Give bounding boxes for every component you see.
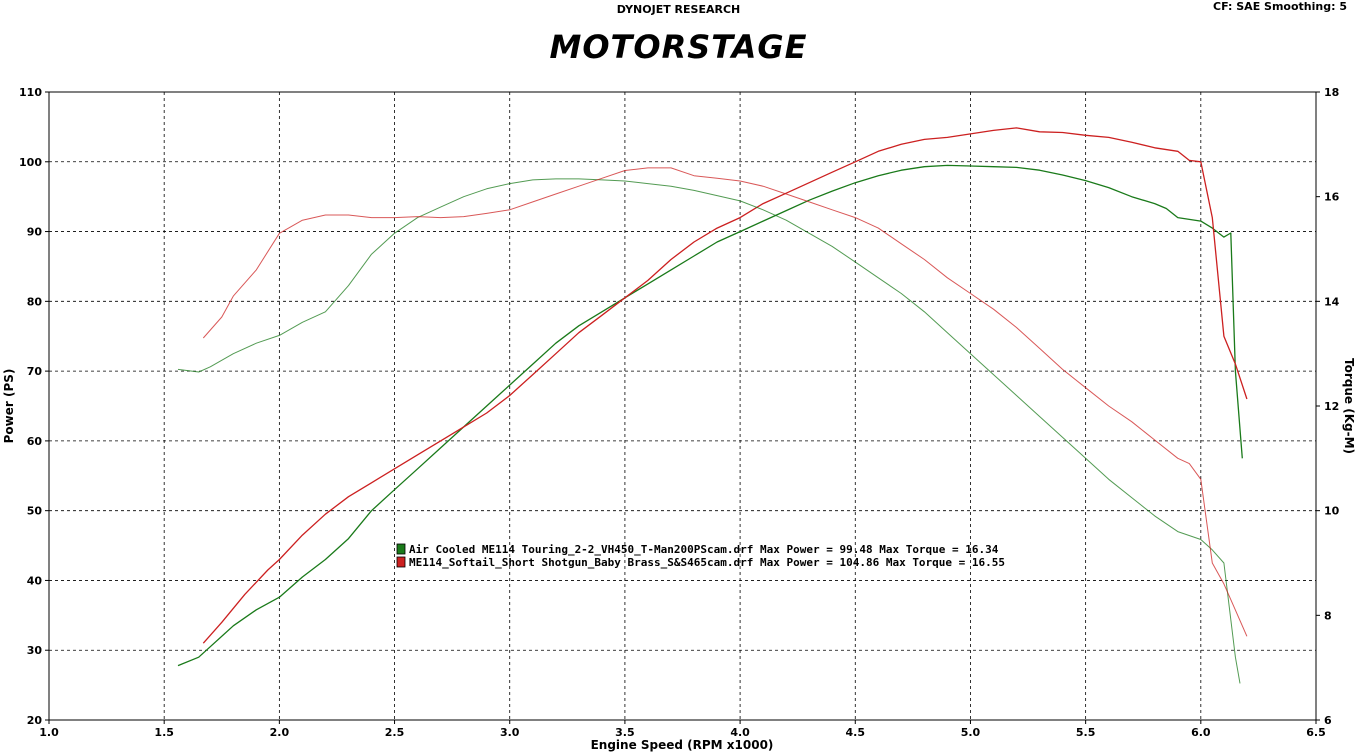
left-tick-label: 20 [27, 714, 43, 727]
left-tick-label: 100 [19, 156, 42, 169]
series-power-line [202, 127, 1248, 644]
grid [49, 92, 1316, 720]
header-source: DYNOJET RESEARCH [616, 3, 741, 16]
x-tick-label: 6.0 [1191, 726, 1211, 739]
x-tick-label: 6.5 [1306, 726, 1326, 739]
series-torque-line [202, 167, 1248, 637]
right-tick-label: 14 [1324, 295, 1340, 308]
x-tick-label: 1.0 [39, 726, 59, 739]
series-lines [177, 127, 1248, 684]
legend: Air Cooled ME114 Touring_2-2_VH450_T-Man… [396, 543, 1005, 569]
x-tick-label: 2.0 [270, 726, 290, 739]
right-tick-label: 6 [1324, 714, 1332, 727]
right-tick-label: 10 [1324, 505, 1340, 518]
plot-area [48, 91, 1317, 721]
legend-label: Air Cooled ME114 Touring_2-2_VH450_T-Man… [409, 543, 999, 556]
x-tick-label: 2.5 [385, 726, 405, 739]
left-tick-label: 40 [27, 574, 43, 587]
left-tick-label: 90 [27, 226, 43, 239]
x-tick-label: 4.5 [846, 726, 866, 739]
left-tick-label: 110 [19, 86, 42, 99]
legend-swatch [396, 556, 406, 568]
x-tick-label: 4.0 [730, 726, 750, 739]
left-tick-label: 30 [27, 644, 43, 657]
series-power-line [177, 164, 1243, 667]
right-tick-label: 8 [1324, 609, 1332, 622]
left-tick-label: 50 [27, 505, 43, 518]
left-tick-label: 70 [27, 365, 43, 378]
right-tick-label: 12 [1324, 400, 1339, 413]
x-tick-label: 5.5 [1076, 726, 1096, 739]
x-tick-label: 3.5 [615, 726, 635, 739]
left-tick-label: 60 [27, 435, 43, 448]
left-tick-label: 80 [27, 295, 43, 308]
series-torque-line [177, 178, 1241, 684]
x-axis-label: Engine Speed (RPM x1000) [591, 738, 774, 752]
right-tick-label: 16 [1324, 191, 1340, 204]
right-axis-ticks: 6 8 10 12 14 16 18 [1316, 86, 1340, 727]
legend-swatch [396, 543, 406, 555]
legend-label: ME114_Softail_Short Shotgun_Baby Brass_S… [409, 556, 1005, 569]
x-axis-ticks: 1.0 1.5 2.0 2.5 3.0 3.5 4.0 4.5 5.0 5.5 6.0 6.5 [39, 720, 1326, 739]
right-axis-label: Torque (Kg-M) [1342, 358, 1356, 454]
header-correction: CF: SAE Smoothing: 5 [1213, 0, 1347, 13]
x-tick-label: 3.0 [500, 726, 520, 739]
x-tick-label: 1.5 [154, 726, 174, 739]
left-axis-label: Power (PS) [2, 369, 16, 444]
x-tick-label: 5.0 [961, 726, 981, 739]
header-brand: MOTORSTAGE [549, 28, 808, 66]
left-axis-ticks: 20 30 40 50 60 70 80 90 100 110 [19, 86, 49, 727]
right-tick-label: 18 [1324, 86, 1339, 99]
